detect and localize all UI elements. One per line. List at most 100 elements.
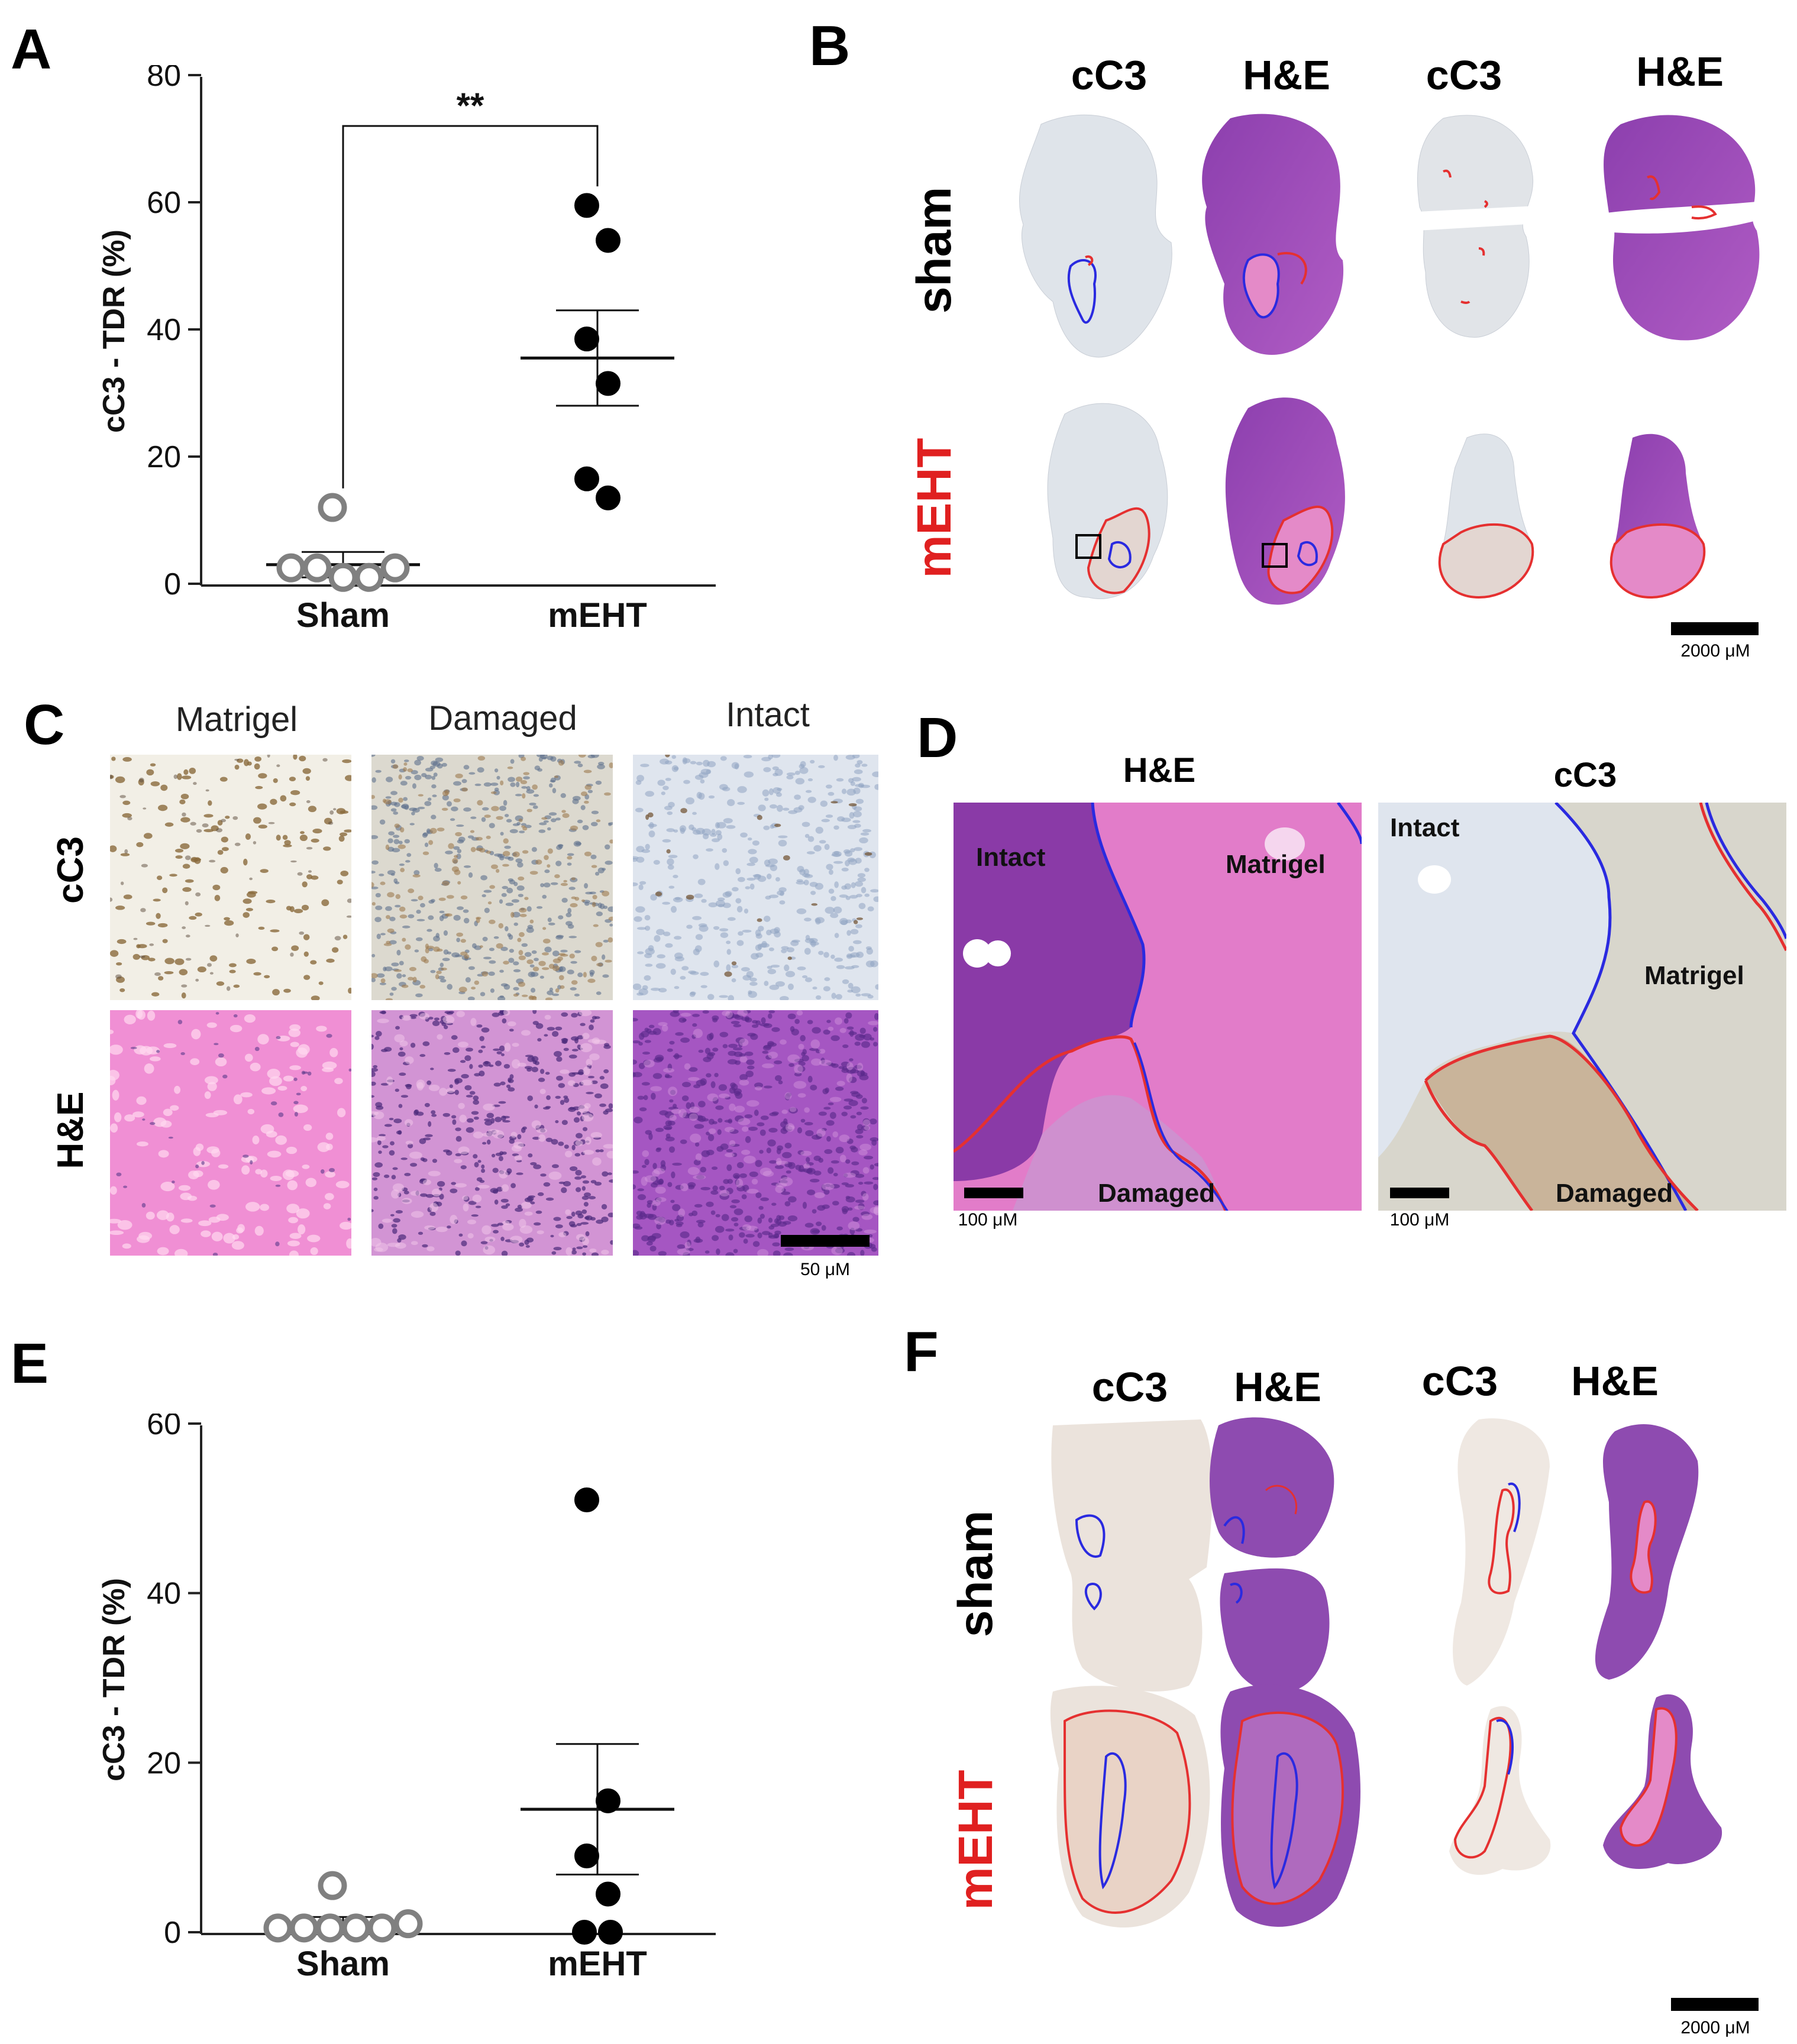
cell-nucleus: [162, 887, 168, 894]
cell-nucleus: [390, 873, 395, 876]
cell-nucleus: [634, 1226, 643, 1230]
cell-nucleus: [842, 979, 849, 984]
cell-nucleus: [453, 914, 461, 921]
cell-nucleus: [723, 1179, 730, 1184]
cell-nucleus: [307, 1071, 312, 1076]
cell-nucleus: [836, 1226, 843, 1231]
cell-nucleus: [502, 850, 510, 857]
cell-nucleus: [746, 1100, 759, 1107]
cell-nucleus: [374, 917, 382, 923]
cell-nucleus: [771, 755, 781, 758]
cell-nucleus: [246, 891, 256, 898]
cell-nucleus: [444, 1025, 448, 1030]
section-sham-he-1: [1202, 114, 1344, 355]
panel-d-cc3-scale-label: 100 μM: [1389, 1210, 1450, 1230]
cell-nucleus: [413, 870, 420, 875]
f-section-meht-cc3-2: [1449, 1706, 1551, 1875]
cell-nucleus: [502, 885, 509, 890]
cell-nucleus: [466, 1047, 473, 1052]
cell-nucleus: [110, 774, 113, 780]
cell-nucleus: [652, 1073, 662, 1079]
cell-nucleus: [641, 1235, 649, 1241]
cell-nucleus: [725, 1228, 735, 1232]
cell-nucleus: [581, 1113, 594, 1122]
cell-nucleus: [212, 1252, 218, 1256]
cell-nucleus: [424, 1102, 430, 1107]
cell-nucleus: [479, 945, 483, 948]
cell-nucleus: [481, 1133, 494, 1137]
cell-nucleus: [342, 759, 351, 764]
cell-nucleus: [552, 950, 560, 957]
cell-nucleus: [786, 1092, 792, 1097]
cell-nucleus: [562, 813, 570, 819]
cell-nucleus: [855, 1128, 864, 1134]
cell-nucleus: [804, 917, 812, 921]
cell-nucleus: [492, 1189, 499, 1194]
cell-nucleus: [410, 1043, 416, 1048]
cell-nucleus: [852, 820, 861, 823]
cell-nucleus: [601, 1217, 609, 1222]
cell-nucleus: [204, 1076, 218, 1085]
data-point-filled: [596, 1788, 620, 1813]
cell-nucleus: [779, 900, 786, 905]
cell-nucleus: [459, 1114, 467, 1123]
cell-nucleus: [530, 1162, 537, 1166]
cell-nucleus: [492, 1153, 496, 1158]
cell-nucleus: [652, 1163, 657, 1169]
cell-nucleus: [412, 874, 421, 878]
cell-nucleus: [429, 1211, 436, 1216]
cell-nucleus: [483, 1245, 496, 1255]
cell-nucleus: [601, 1250, 609, 1255]
cell-nucleus: [796, 908, 807, 914]
cell-nucleus: [590, 755, 599, 758]
cell-nucleus: [785, 1123, 795, 1132]
cell-nucleus: [574, 1176, 582, 1180]
cell-nucleus: [201, 1230, 211, 1237]
cell-nucleus: [411, 1211, 424, 1218]
cell-nucleus: [431, 775, 436, 780]
cell-nucleus: [464, 1085, 472, 1091]
cell-nucleus: [604, 1043, 610, 1047]
cell-nucleus: [591, 1080, 598, 1084]
cell-nucleus: [462, 1195, 468, 1201]
cell-nucleus: [768, 947, 774, 952]
panel-d-he-intact: Intact: [976, 843, 1046, 872]
cell-nucleus: [453, 781, 461, 786]
cell-nucleus: [553, 1247, 562, 1251]
cell-nucleus: [492, 1130, 505, 1139]
cell-nucleus: [813, 1170, 822, 1176]
cell-nucleus: [664, 1075, 673, 1079]
cell-nucleus: [655, 1056, 664, 1062]
cell-nucleus: [806, 1169, 813, 1174]
cell-nucleus: [580, 1023, 586, 1026]
cell-nucleus: [821, 819, 830, 823]
cell-nucleus: [306, 874, 313, 879]
panel-c-col-matrigel: Matrigel: [175, 700, 298, 739]
cell-nucleus: [461, 779, 467, 784]
f-section-sham-cc3-2: [1453, 1418, 1550, 1686]
cell-nucleus: [390, 808, 397, 812]
cell-nucleus: [280, 795, 287, 802]
cell-nucleus: [658, 1022, 668, 1026]
cell-nucleus: [582, 1180, 590, 1184]
cell-nucleus: [874, 784, 878, 790]
cell-nucleus: [803, 879, 809, 886]
cell-nucleus: [535, 859, 542, 865]
cell-nucleus: [269, 1076, 282, 1086]
cell-nucleus: [660, 1164, 667, 1172]
cell-nucleus: [456, 1010, 465, 1017]
cell-nucleus: [441, 807, 448, 811]
cell-nucleus: [717, 833, 723, 840]
cell-nucleus: [669, 1099, 674, 1103]
cell-nucleus: [591, 865, 597, 868]
cell-nucleus: [452, 1119, 457, 1125]
cell-nucleus: [794, 1064, 803, 1074]
cell-nucleus: [688, 1076, 700, 1081]
cell-nucleus: [340, 832, 348, 836]
cell-nucleus: [456, 932, 463, 937]
cell-nucleus: [741, 967, 750, 972]
cell-nucleus: [157, 804, 168, 811]
cell-nucleus: [556, 1056, 563, 1062]
cell-nucleus: [561, 810, 566, 813]
cell-nucleus: [433, 936, 440, 942]
